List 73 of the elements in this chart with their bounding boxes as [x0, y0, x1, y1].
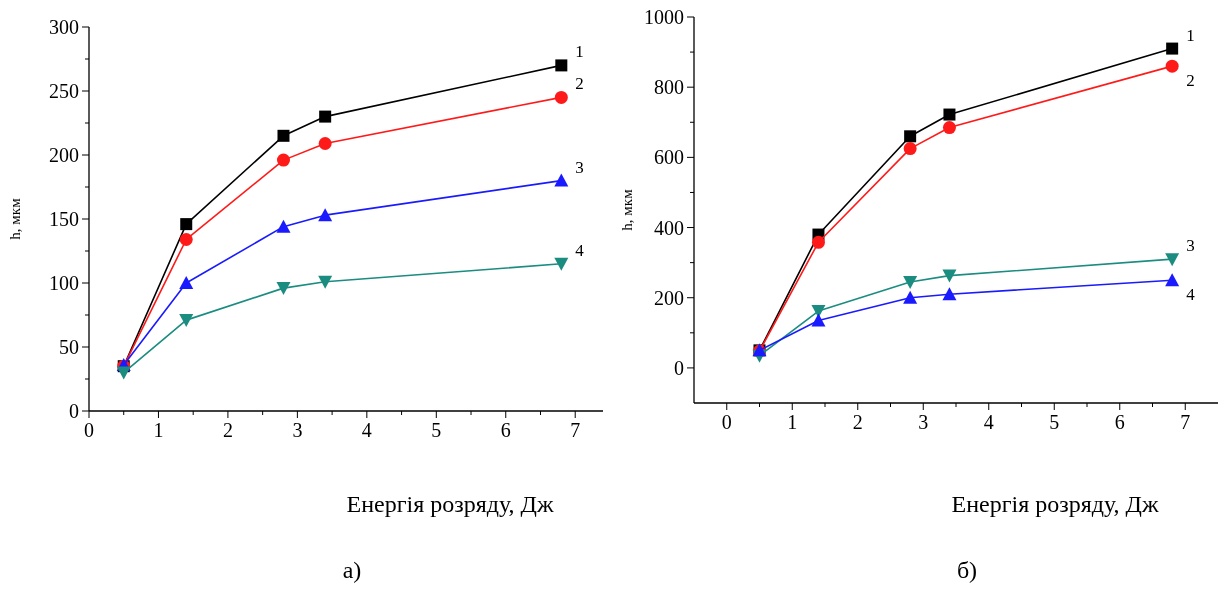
point [179, 314, 194, 328]
y-tick-label: 150 [49, 208, 79, 230]
point [179, 276, 194, 289]
point [555, 59, 568, 72]
point [318, 275, 333, 289]
series-label: 2 [575, 74, 584, 94]
text: а) [342, 557, 362, 583]
point [554, 257, 569, 271]
x-tick-label: 5 [431, 419, 442, 441]
x-tick-label: 7 [1180, 411, 1191, 433]
point [943, 108, 956, 121]
point [942, 269, 957, 283]
x-axis-title: Енергія розряду, Дж [951, 491, 1159, 517]
point [179, 232, 193, 246]
x-tick-label: 5 [1049, 411, 1060, 433]
point [554, 90, 568, 104]
text: б) [956, 557, 978, 583]
point [903, 142, 917, 156]
point [1165, 273, 1180, 287]
x-tick-label: 2 [852, 411, 863, 433]
point [1165, 59, 1179, 73]
x-tick-label: 6 [500, 419, 511, 441]
point [319, 110, 332, 123]
x-tick-label: 0 [84, 419, 94, 441]
series-label: 2 [1186, 71, 1195, 91]
y-tick-label: 50 [59, 336, 79, 358]
x-tick-label: 1 [787, 411, 798, 433]
y-tick-label: 100 [49, 272, 79, 294]
x-tick-label: 1 [153, 419, 164, 441]
point [180, 218, 193, 231]
y-tick-label: 200 [654, 286, 684, 309]
x-tick-label: 4 [361, 419, 372, 441]
point [942, 287, 957, 301]
point [811, 235, 825, 249]
x-tick-label: 7 [570, 419, 581, 441]
y-tick-label: 300 [49, 16, 79, 38]
point [318, 208, 333, 222]
series-label: 1 [1186, 25, 1195, 45]
y-tick-label: 600 [654, 146, 684, 169]
x-tick-label: 3 [292, 419, 303, 441]
point [1165, 253, 1180, 267]
y-tick-label: 200 [49, 144, 79, 166]
y-tick-label: 800 [654, 76, 684, 99]
point [903, 290, 918, 304]
x-tick-label: 3 [918, 411, 929, 433]
point [903, 275, 918, 289]
x-tick-label: 4 [983, 411, 994, 433]
point [554, 173, 569, 187]
x-tick-label: 0 [721, 411, 732, 433]
y-tick-label: 1000 [644, 6, 684, 28]
point [276, 219, 291, 233]
y-tick-label: 400 [654, 216, 684, 239]
y-tick-label: 0 [674, 356, 684, 379]
x-tick-label: 6 [1114, 411, 1125, 433]
point [277, 129, 290, 142]
x-tick-label: 2 [222, 419, 233, 441]
y-tick-label: 250 [49, 80, 79, 102]
series-label: 1 [575, 42, 584, 62]
y-axis-title: h, мкм [7, 197, 23, 240]
point [942, 121, 956, 135]
point [1166, 42, 1179, 55]
series-label: 4 [575, 240, 585, 260]
series-label: 3 [1186, 236, 1195, 256]
series-label: 3 [575, 157, 584, 177]
point [116, 366, 131, 380]
point [276, 153, 290, 167]
point [811, 313, 826, 327]
x-axis-title: Енергія розряду, Дж [346, 491, 554, 517]
point [276, 282, 291, 296]
point [904, 130, 917, 143]
y-axis-title: h, мкм [619, 188, 635, 231]
series-label: 4 [1186, 285, 1196, 305]
point [318, 136, 332, 150]
